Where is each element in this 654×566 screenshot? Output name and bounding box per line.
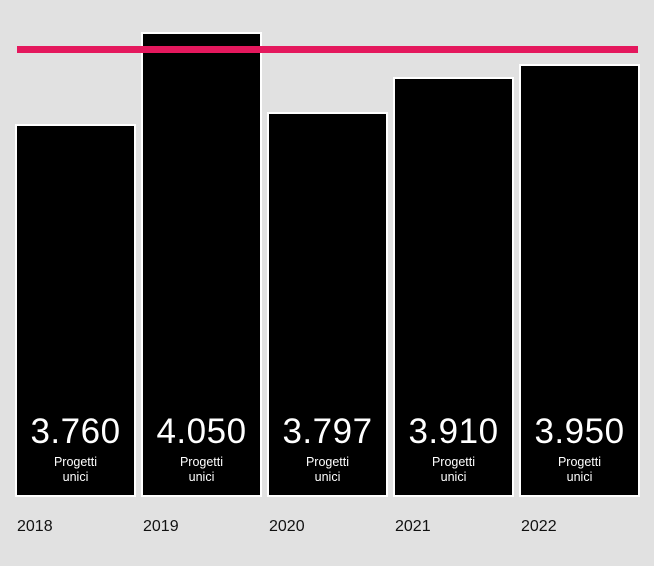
bar-caption: Progetti unici: [269, 455, 386, 485]
bar-caption-line2: unici: [314, 469, 341, 484]
bar-value-label: 3.950: [534, 411, 625, 451]
x-tick-label-2020: 2020: [269, 518, 305, 535]
x-tick-label-2021: 2021: [395, 518, 431, 535]
bar-caption-line1: Progetti: [305, 454, 350, 469]
bar-caption: Progetti unici: [395, 455, 512, 485]
bar-value-label: 3.797: [282, 411, 373, 451]
bar-caption-line2: unici: [188, 470, 215, 484]
bar-2019: 4.050 Progetti unici: [143, 34, 260, 495]
bar-caption-line1: Progetti: [431, 454, 476, 469]
bar-caption: Progetti unici: [17, 455, 134, 485]
bar-caption-line1: Progetti: [53, 454, 98, 469]
bar-2022: 3.950 Progetti unici: [521, 65, 638, 495]
x-tick-label-2019: 2019: [143, 518, 179, 535]
bar-caption-line2: unici: [566, 469, 593, 484]
x-tick-label-2022: 2022: [521, 518, 557, 535]
bar-value-label: 3.910: [408, 411, 499, 451]
bar-2021: 3.910 Progetti unici: [395, 78, 512, 495]
bar-caption-line1: Progetti: [179, 455, 224, 469]
bar-caption: Progetti unici: [521, 455, 638, 485]
x-tick-label-2018: 2018: [17, 518, 53, 535]
bar-caption: Progetti unici: [143, 455, 260, 485]
bar-caption-line2: unici: [62, 469, 89, 484]
bar-caption-line1: Progetti: [557, 454, 602, 469]
reference-line: [17, 46, 638, 54]
bar-value-label: 4.050: [156, 412, 247, 451]
bar-2018: 3.760 Progetti unici: [17, 126, 134, 495]
bar-value-label: 3.760: [30, 411, 121, 451]
bar-2020: 3.797 Progetti unici: [269, 114, 386, 495]
bar-caption-line2: unici: [440, 469, 467, 484]
